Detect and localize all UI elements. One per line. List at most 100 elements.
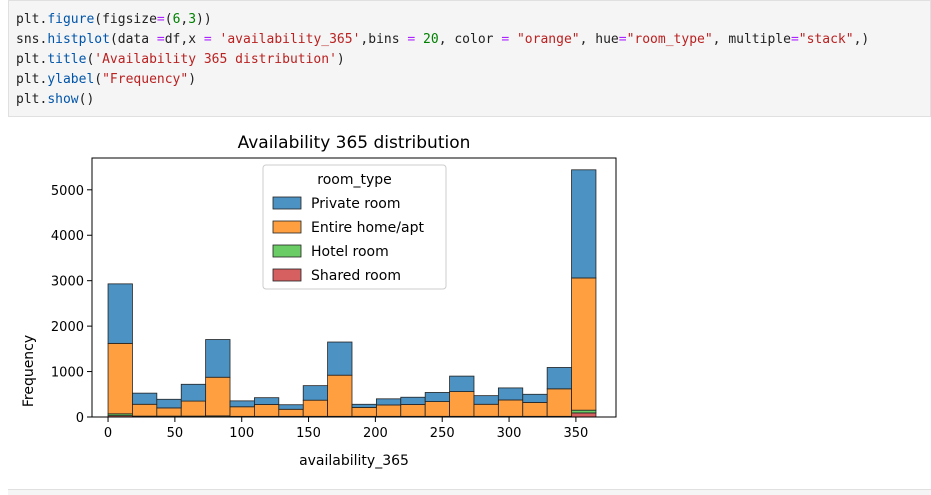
code-token: =: [618, 32, 627, 47]
next-cell[interactable]: [8, 489, 931, 495]
code-token: "stack": [798, 32, 854, 47]
bar-segment: [400, 404, 426, 417]
code-token: "room_type": [626, 32, 713, 47]
code-token: plt.: [16, 52, 48, 67]
bar-segment: [254, 404, 280, 417]
y-tick-label: 3000: [51, 275, 84, 290]
bar-segment: [546, 388, 572, 417]
bar-segment: [522, 393, 548, 403]
bar-segment: [473, 403, 499, 417]
code-token: [212, 32, 220, 47]
code-token: , color: [438, 32, 502, 47]
plot-frame: [91, 157, 617, 418]
bar-segment: [546, 367, 572, 390]
legend-label: Private room: [311, 196, 400, 212]
bar-segment: [327, 341, 353, 376]
code-token: figure: [47, 12, 95, 27]
x-tick-label: 50: [167, 426, 184, 441]
code-token: (: [164, 12, 173, 27]
legend-title: room_type: [317, 172, 392, 188]
code-token: [415, 32, 423, 47]
bar-segment: [229, 400, 255, 408]
code-token: ,: [180, 12, 189, 27]
output-area: Availability 365 distribution Frequency …: [8, 125, 931, 487]
code-editor[interactable]: plt.figure(figsize=(6,3)) sns.histplot(da…: [16, 10, 869, 110]
bar-segment: [351, 407, 377, 417]
code-line: plt.figure(figsize=(6,3)): [16, 10, 869, 30]
code-line: sns.histplot(data =df,x = 'availability_…: [16, 30, 869, 50]
x-tick-label: 300: [497, 426, 522, 441]
code-cell[interactable]: plt.figure(figsize=(6,3)) sns.histplot(da…: [8, 0, 931, 117]
bar-segment: [375, 398, 402, 406]
legend-swatch: [272, 220, 302, 234]
code-token: ylabel: [47, 72, 95, 87]
code-token: =: [501, 32, 510, 47]
y-tick-label: 2000: [51, 320, 84, 335]
bar-segment: [449, 375, 475, 392]
bar-segment: [180, 383, 207, 402]
code-token: , multiple: [712, 32, 791, 47]
code-line: plt.title('Availability 365 distribution…: [16, 50, 869, 70]
legend-label: Entire home/apt: [311, 220, 424, 236]
code-token: "orange": [516, 32, 580, 47]
bar-segment: [278, 404, 304, 410]
code-token: ,bins: [360, 32, 408, 47]
code-token: ): [188, 72, 197, 87]
y-tick-label: 5000: [51, 184, 84, 199]
bar-segment: [107, 342, 133, 415]
code-token: (data: [109, 32, 157, 47]
code-line: plt.ylabel("Frequency"): [16, 70, 869, 90]
histogram-chart: Availability 365 distribution Frequency …: [21, 133, 617, 469]
code-token: 'availability_365': [219, 32, 361, 47]
code-token: sns.: [16, 32, 48, 47]
bar-segment: [156, 398, 182, 409]
x-tick-label: 100: [229, 426, 254, 441]
bar-segment: [571, 169, 597, 279]
bar-segment: [424, 401, 450, 417]
code-token: ): [336, 52, 345, 67]
code-token: (: [94, 72, 103, 87]
legend-box: [262, 164, 447, 290]
code-token: show: [47, 92, 79, 107]
legend-swatch: [272, 196, 302, 210]
code-token: ,): [853, 32, 870, 47]
x-tick-label: 0: [104, 426, 112, 441]
code-token: "Frequency": [102, 72, 189, 87]
legend-swatch: [272, 268, 302, 282]
code-line: plt.show(): [16, 90, 869, 110]
y-tick-label: 4000: [51, 229, 84, 244]
code-token: (: [86, 52, 95, 67]
bar-segment: [571, 412, 597, 418]
code-token: 'Availability 365 distribution': [94, 52, 337, 67]
bar-segment: [205, 339, 231, 378]
code-token: )): [196, 12, 212, 27]
code-token: 20: [423, 32, 439, 47]
legend-swatch: [272, 244, 302, 258]
bar-segment: [571, 409, 597, 414]
code-token: 6: [172, 12, 181, 27]
bar-segment: [473, 395, 499, 405]
code-token: plt.: [16, 92, 48, 107]
bar-segment: [302, 399, 328, 417]
bar-segment: [400, 396, 426, 405]
bar-segment: [132, 392, 158, 405]
code-token: =: [790, 32, 799, 47]
bar-segment: [375, 404, 402, 417]
bar-segment: [522, 402, 548, 417]
code-token: plt.: [16, 72, 48, 87]
code-token: 3: [188, 12, 197, 27]
legend: room_type Private room Entire home/apt Hote…: [262, 164, 447, 290]
bar-segment: [302, 385, 328, 401]
bar-segment: [180, 400, 207, 417]
bar-segment: [497, 399, 524, 417]
bar-segment: [449, 391, 475, 417]
code-token: =: [203, 32, 212, 47]
bars-group: [107, 169, 597, 418]
bar-segment: [351, 403, 377, 408]
x-tick-label: 150: [296, 426, 321, 441]
chart-title: Availability 365 distribution: [238, 133, 471, 153]
bar-segment: [229, 406, 255, 417]
code-token: (): [78, 92, 95, 107]
x-axis-label: availability_365: [299, 453, 409, 469]
code-token: =: [156, 12, 165, 27]
